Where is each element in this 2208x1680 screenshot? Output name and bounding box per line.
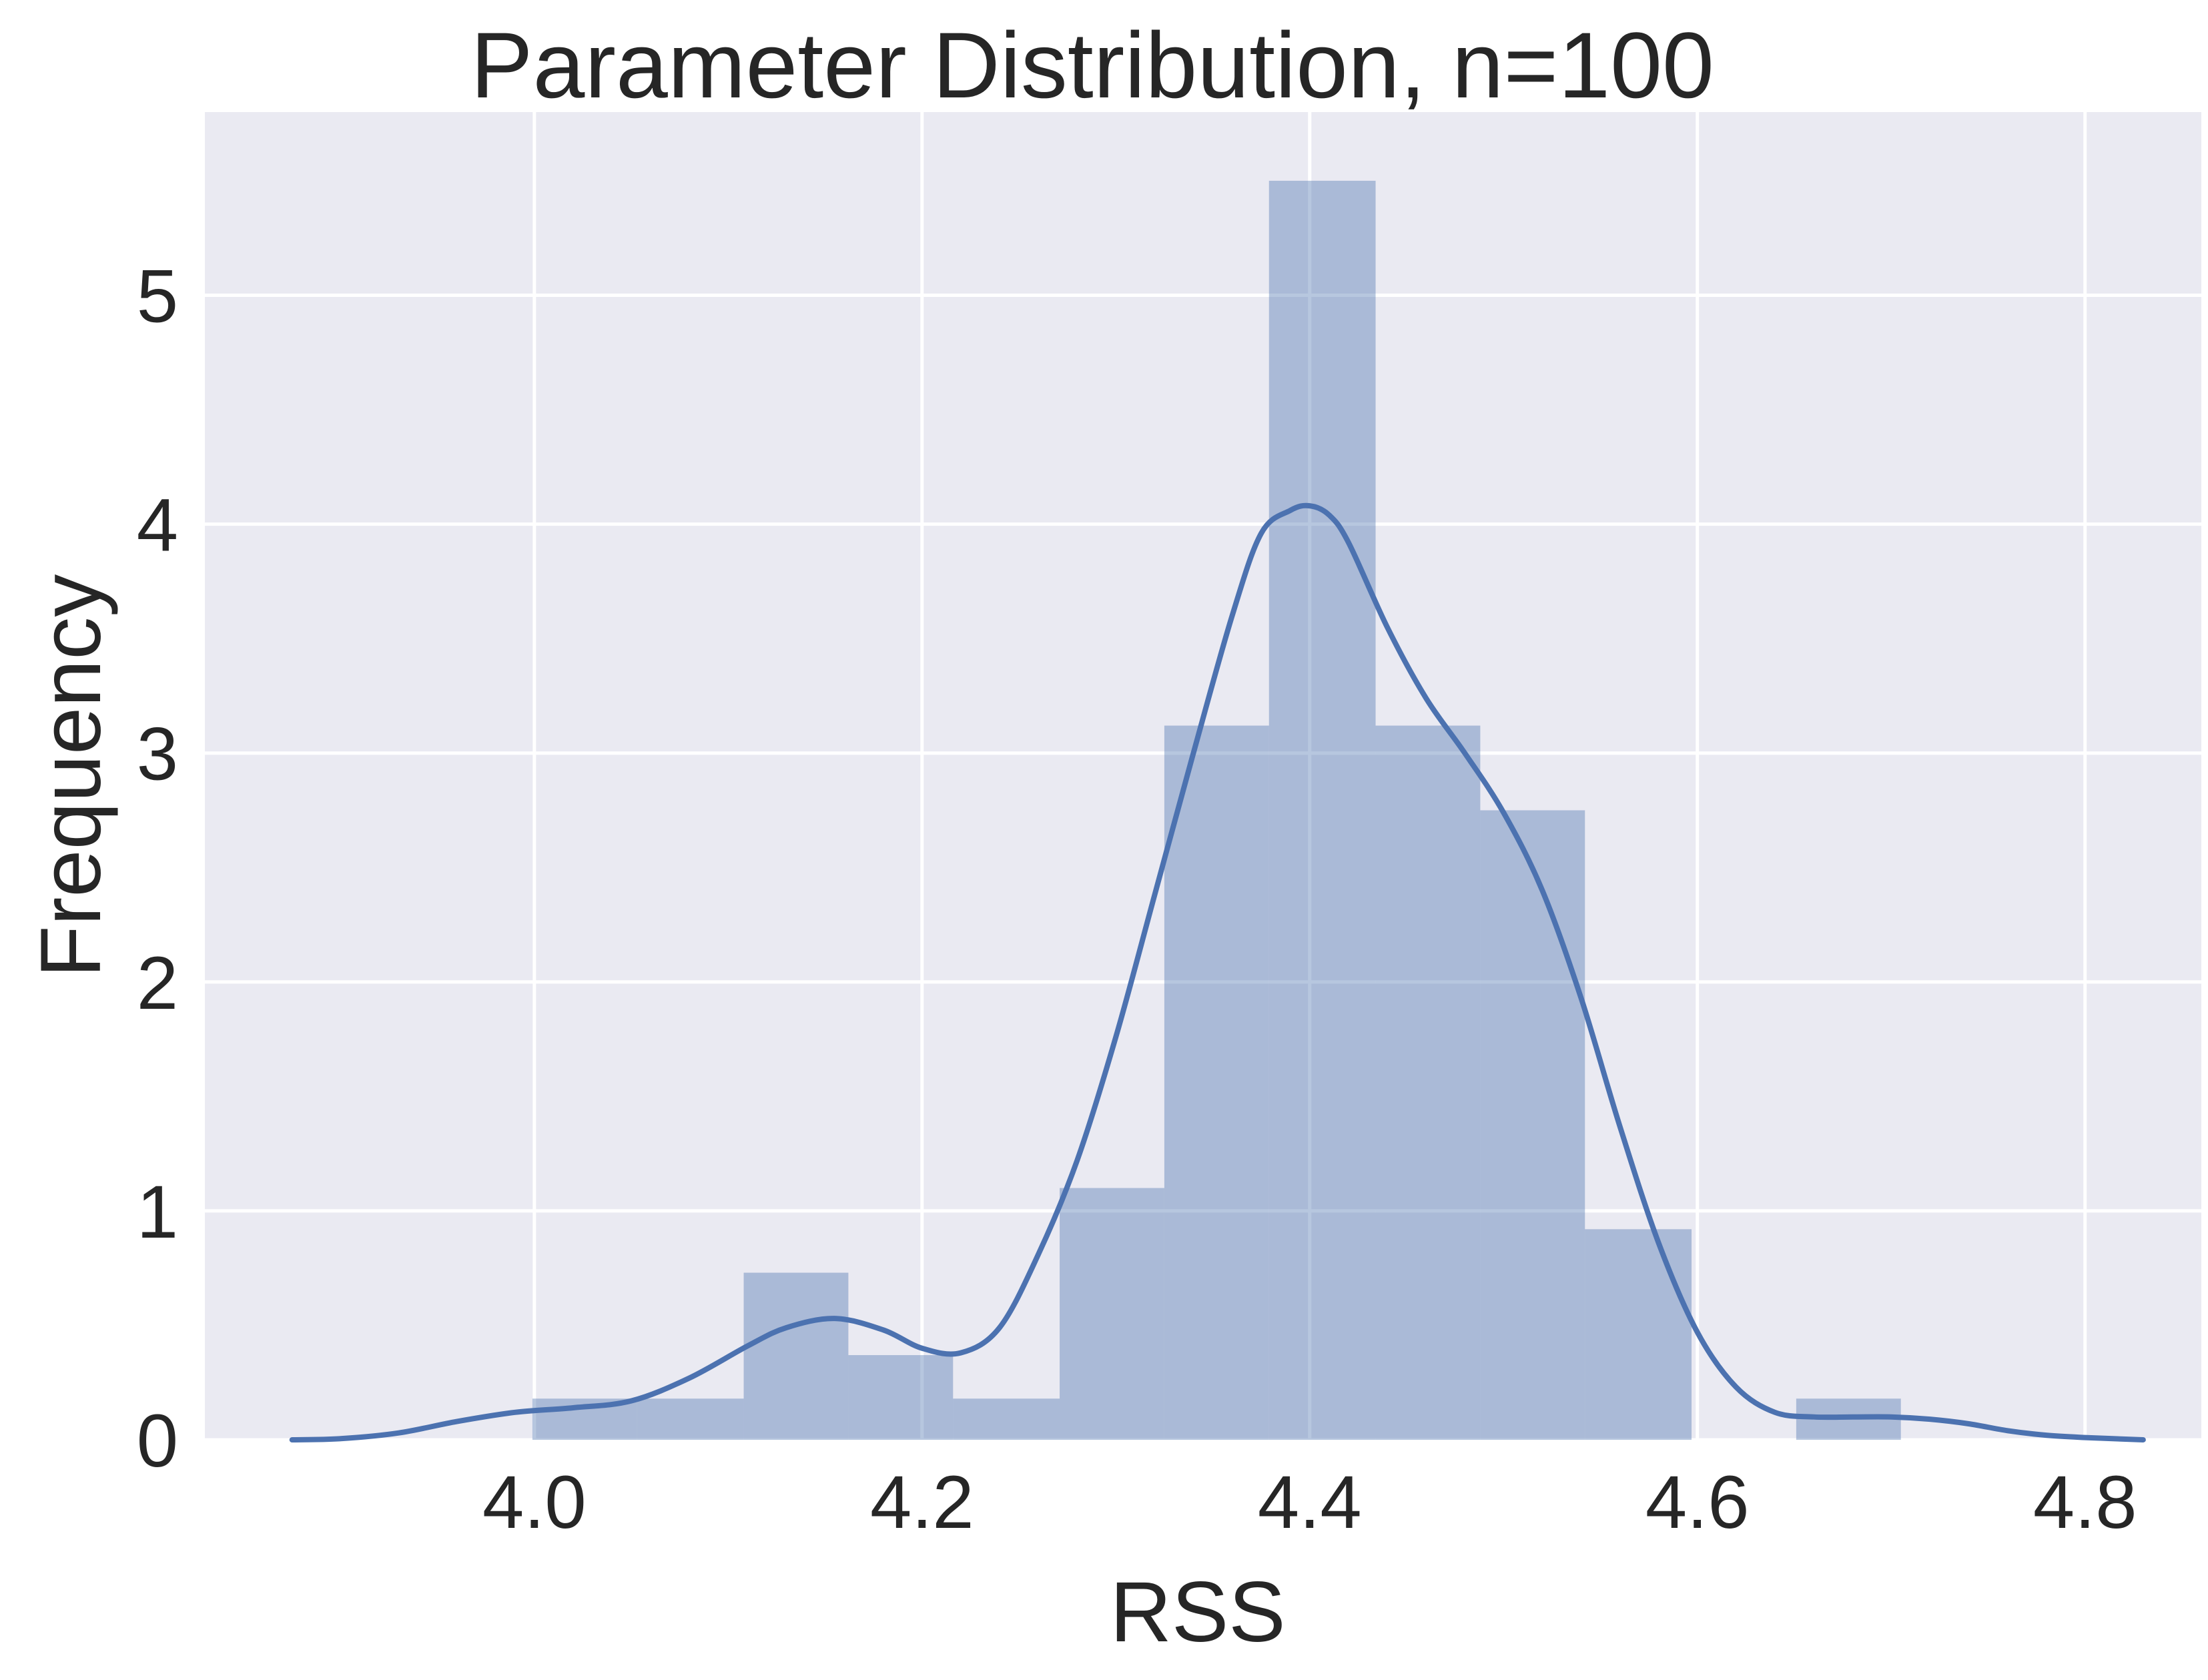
chart-title: Parameter Distribution, n=100 bbox=[470, 13, 1714, 117]
x-tick-label: 4.8 bbox=[2033, 1460, 2137, 1544]
y-tick-label: 5 bbox=[137, 254, 178, 338]
histogram-bar bbox=[953, 1398, 1060, 1440]
y-tick-label: 0 bbox=[137, 1399, 178, 1483]
histogram-bar bbox=[1375, 725, 1481, 1440]
x-axis-ticks: 4.0 4.2 4.4 4.6 4.8 bbox=[482, 1460, 2137, 1544]
histogram-bar bbox=[1060, 1188, 1164, 1440]
kde-curve bbox=[289, 502, 2146, 1442]
histogram-bar bbox=[1164, 725, 1269, 1440]
histogram-bar bbox=[1585, 1229, 1692, 1440]
histogram-bar bbox=[1480, 810, 1585, 1440]
histogram-bar bbox=[1268, 180, 1376, 1440]
y-axis-ticks: 0 1 2 3 4 5 bbox=[137, 254, 178, 1483]
y-tick-label: 4 bbox=[137, 484, 178, 567]
grid bbox=[205, 112, 2201, 1442]
y-tick-label: 2 bbox=[137, 941, 178, 1025]
x-tick-label: 4.6 bbox=[1645, 1460, 1750, 1544]
x-tick-label: 4.0 bbox=[482, 1460, 587, 1544]
histogram-bars bbox=[532, 180, 1901, 1440]
y-tick-label: 1 bbox=[137, 1170, 178, 1254]
x-axis-label: RSS bbox=[1110, 1565, 1285, 1660]
histogram-bar bbox=[743, 1272, 849, 1440]
plot-area bbox=[205, 112, 2201, 1440]
y-axis-label: Frequency bbox=[23, 574, 119, 978]
x-tick-label: 4.4 bbox=[1258, 1460, 1362, 1544]
histogram-bar bbox=[848, 1355, 954, 1440]
x-tick-label: 4.2 bbox=[870, 1460, 974, 1544]
y-tick-label: 3 bbox=[137, 713, 178, 796]
histogram-bar bbox=[637, 1398, 744, 1440]
